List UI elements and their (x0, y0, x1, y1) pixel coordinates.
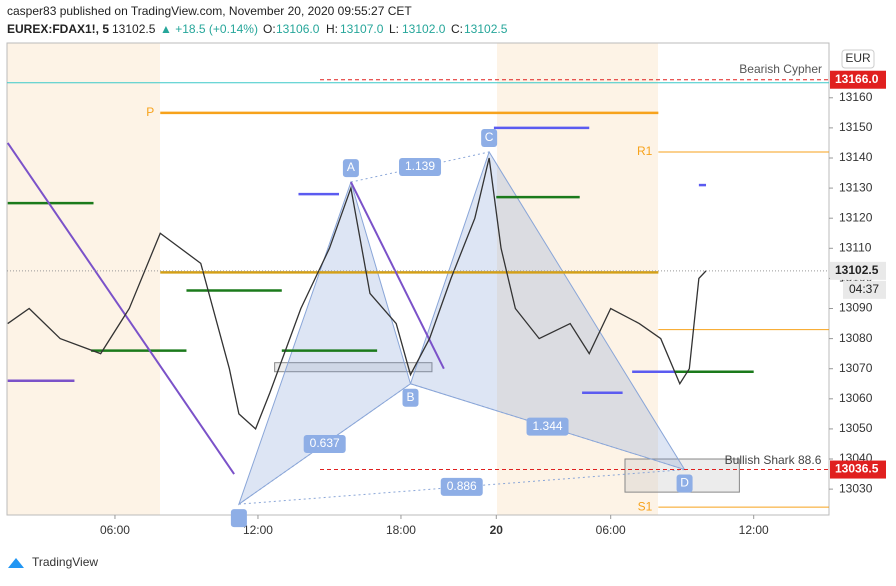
price-label: 13102.5 (835, 263, 879, 277)
ratio-label: 0.886 (447, 479, 477, 493)
ratio-box (440, 477, 483, 496)
point-box (342, 159, 359, 178)
y-tick-label: 13090 (839, 301, 873, 315)
o: 13106.0 (276, 22, 320, 36)
session-bg (7, 43, 160, 515)
y-tick-label: 13060 (839, 391, 873, 405)
pattern-triangle (237, 180, 412, 506)
currency-box[interactable] (841, 49, 875, 69)
level-label: P (146, 105, 154, 119)
point-box (402, 388, 419, 407)
x-tick-label: 06:00 (596, 523, 626, 537)
x-tick-label: 06:00 (100, 523, 130, 537)
ratio-label: 0.637 (310, 436, 340, 450)
zone-label: Bullish Shark 88.6 (725, 453, 822, 467)
point-box (676, 474, 693, 493)
c: 13102.5 (464, 22, 508, 36)
y-tick-label: 13140 (839, 150, 873, 164)
l: 13102.0 (402, 22, 446, 36)
c-label: C: (451, 22, 463, 36)
symbol: EUREX:FDAX1!, 5 (7, 22, 109, 36)
ratio-label: 1.139 (405, 159, 435, 173)
countdown-box (843, 280, 886, 299)
point-label: B (406, 390, 414, 404)
point-box (481, 128, 498, 147)
change: ▲ +18.5 (+0.14%) (160, 22, 258, 36)
x-tick-label: 12:00 (243, 523, 273, 537)
price-label-box (830, 70, 886, 89)
zone (274, 362, 433, 373)
price-line (7, 157, 707, 431)
ratio-box (526, 417, 569, 436)
logo (8, 558, 24, 568)
trendline (350, 181, 445, 370)
ratio-box (303, 434, 346, 453)
point-label: C (485, 130, 494, 144)
price-label: 13166.0 (835, 72, 879, 86)
price-label: 13036.5 (835, 462, 879, 476)
countdown: 04:37 (849, 282, 879, 296)
level-label: S1 (638, 499, 653, 513)
y-tick-label: 13110 (839, 240, 872, 254)
y-tick-label: 13050 (839, 421, 873, 435)
y-tick-label: 13120 (839, 210, 873, 224)
h: 13107.0 (340, 22, 384, 36)
price-label-box (830, 261, 886, 280)
price-note: Bearish Cypher (739, 62, 822, 76)
y-tick-label: 13160 (839, 90, 873, 104)
y-tick-label: 13130 (839, 180, 873, 194)
last: 13102.5 (112, 22, 156, 36)
y-tick-label: 13080 (839, 331, 873, 345)
point-label: D (680, 476, 689, 490)
x-tick-label: 18:00 (386, 523, 416, 537)
point-label: A (347, 160, 355, 174)
y-tick-label: 13070 (839, 361, 873, 375)
x-tick-label: 20 (490, 523, 504, 537)
o-label: O: (263, 22, 276, 36)
price-label-box (830, 460, 886, 479)
y-tick-label: 13030 (839, 481, 873, 495)
ratio-box (399, 158, 442, 177)
ratio-label: 1.344 (533, 419, 563, 433)
header-line: casper83 published on TradingView.com, N… (7, 4, 412, 18)
l-label: L: (389, 22, 399, 36)
trendline (6, 142, 235, 475)
level-label: R1 (637, 144, 653, 158)
footer: TradingView (32, 555, 98, 569)
y-tick-label: 13150 (839, 120, 873, 134)
x-tick-label: 12:00 (739, 523, 769, 537)
plot-frame (6, 42, 830, 516)
point-box (230, 509, 247, 528)
h-label: H: (326, 22, 338, 36)
currency[interactable]: EUR (845, 51, 871, 65)
